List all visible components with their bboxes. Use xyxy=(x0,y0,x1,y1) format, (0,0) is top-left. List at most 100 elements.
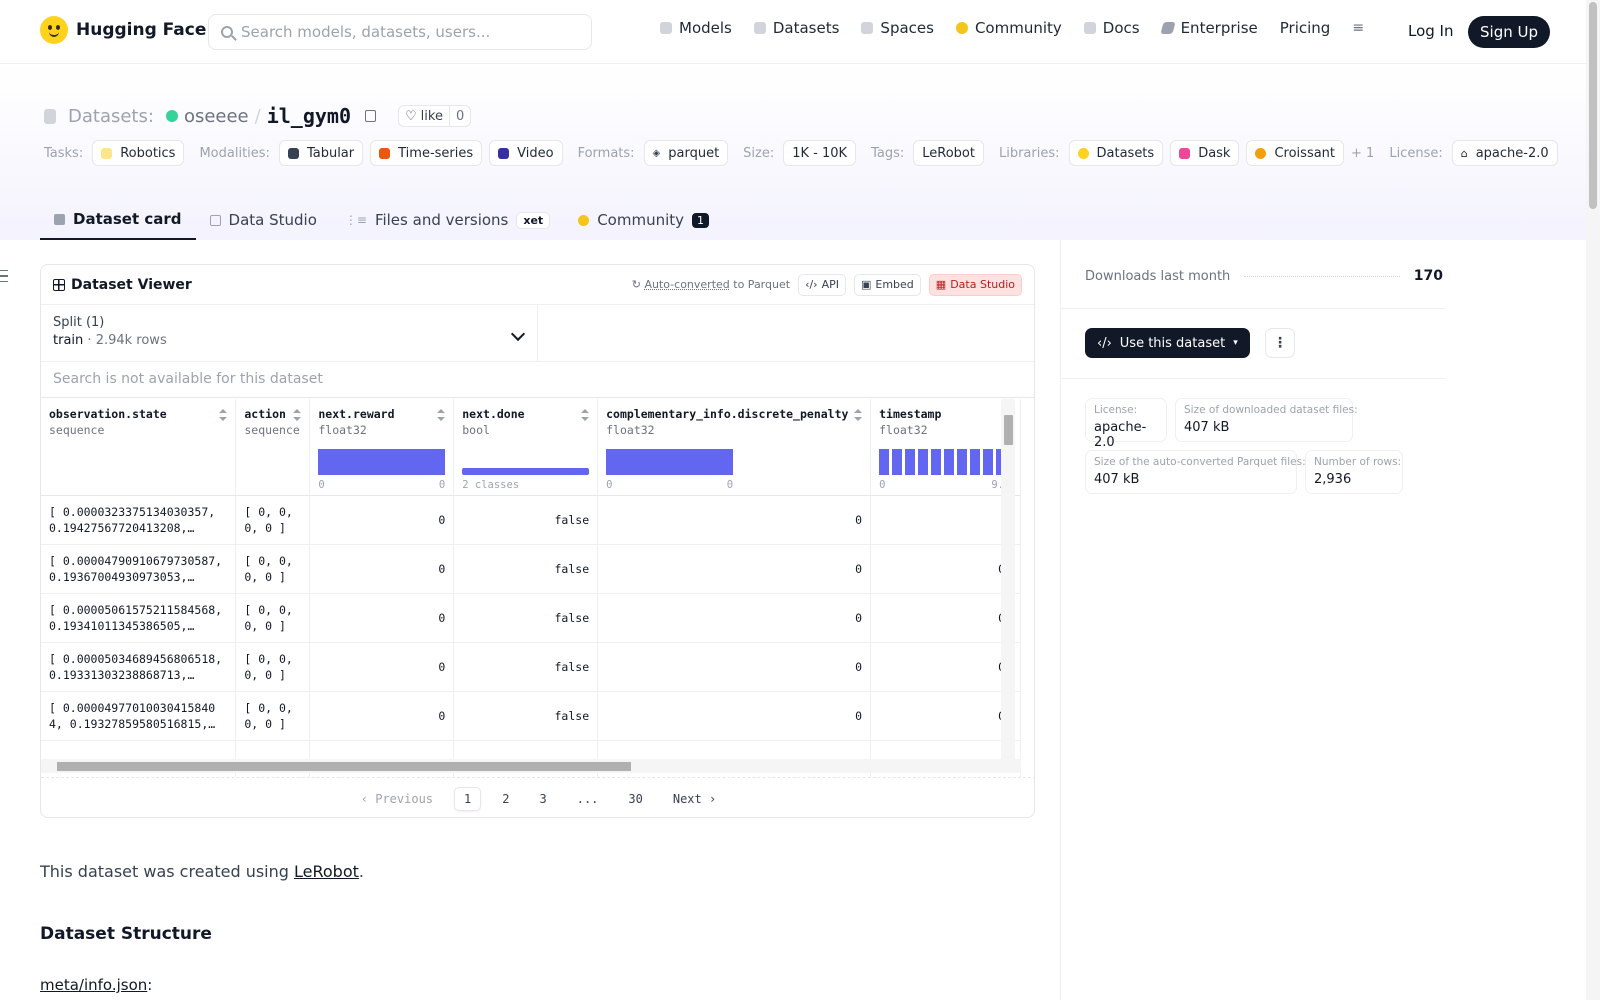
more-libraries[interactable]: + 1 xyxy=(1351,145,1375,161)
brand-logo[interactable]: Hugging Face xyxy=(40,16,206,44)
page-1-button[interactable]: 1 xyxy=(454,786,482,811)
page-3-button[interactable]: 3 xyxy=(539,791,547,806)
embed-button[interactable]: ▣ Embed xyxy=(853,273,921,296)
search-placeholder: Search models, datasets, users... xyxy=(241,23,491,41)
nav-pricing[interactable]: Pricing xyxy=(1279,19,1331,37)
page-scrollbar[interactable] xyxy=(1586,0,1600,1000)
tag-croissant[interactable]: Croissant xyxy=(1246,140,1345,166)
cell-observation-state: [ 0.0000323375134030357, 0.1942756772041… xyxy=(41,495,237,545)
cell-observation-state: [ 0.000050615752115845​68, 0.19341011345… xyxy=(41,593,237,643)
page-30-button[interactable]: 30 xyxy=(628,791,643,806)
nav-docs[interactable]: Docs xyxy=(1083,19,1140,37)
tag-datasets-library[interactable]: Datasets xyxy=(1068,140,1164,166)
repo-name[interactable]: il_gym0 xyxy=(266,104,351,128)
tag-time-series[interactable]: Time-series xyxy=(370,140,483,166)
menu-icon: ≡ xyxy=(1352,20,1365,36)
histogram-bar xyxy=(918,448,929,475)
horizontal-scrollbar[interactable] xyxy=(41,759,1021,773)
modalities-label: Modalities: xyxy=(199,145,270,161)
breadcrumb: Datasets: oseeee / il_gym0 ♡ like 0 xyxy=(44,104,472,128)
page-2-button[interactable]: 2 xyxy=(502,791,510,806)
cell-next-reward: 0 xyxy=(309,495,455,545)
tag-license[interactable]: ⌂ apache-2.0 xyxy=(1451,140,1558,166)
code-icon: ‹/› xyxy=(805,278,818,291)
cell-next-done: false xyxy=(453,691,599,741)
tag-robotics[interactable]: Robotics xyxy=(92,140,185,166)
viewer-title: Dataset Viewer xyxy=(53,277,192,293)
table-row[interactable]: [ 0.000050615752115845​68, 0.19341011345… xyxy=(41,593,1021,643)
search-input[interactable]: Search models, datasets, users... xyxy=(208,14,592,50)
toc-toggle-icon[interactable] xyxy=(0,270,8,282)
table-row[interactable]: [ 0.00005034689456806518, 0.193313032388… xyxy=(41,642,1021,692)
api-button[interactable]: ‹/› API xyxy=(798,273,846,296)
next-page-button[interactable]: Next › xyxy=(672,791,717,806)
meta-info-link[interactable]: meta/info.json xyxy=(40,976,148,994)
split-selector[interactable]: Split (1) train · 2.94k rows xyxy=(41,305,538,361)
like-button[interactable]: ♡ like 0 xyxy=(398,105,472,127)
auto-converted-note[interactable]: ↻ Auto-converted to Parquet xyxy=(631,278,791,291)
cell-discrete-penalty: 0 xyxy=(597,691,872,741)
chart-line-icon xyxy=(379,147,391,159)
tag-video[interactable]: Video xyxy=(489,140,563,166)
community-icon xyxy=(955,22,968,34)
sort-icon[interactable] xyxy=(854,409,863,421)
tab-dataset-card[interactable]: Dataset card xyxy=(40,200,196,240)
use-this-dataset-button[interactable]: ‹/› Use this dataset ▾ xyxy=(1085,328,1250,358)
database-icon xyxy=(753,22,766,34)
table-row[interactable]: [ 0.000047909106797305​87, 0.19367004930… xyxy=(41,544,1021,594)
table-row[interactable]: [ 0.00004977010030415840​4, 0.1932785958… xyxy=(41,691,1021,741)
histogram-bar xyxy=(892,448,903,475)
sort-icon[interactable] xyxy=(219,409,228,421)
nav-community[interactable]: Community xyxy=(955,19,1062,37)
nav-spaces[interactable]: Spaces xyxy=(861,19,934,37)
sort-icon[interactable] xyxy=(437,409,446,421)
breadcrumb-owner[interactable]: oseeee xyxy=(183,105,249,127)
tag-lerobot[interactable]: LeRobot xyxy=(913,140,984,166)
copy-icon[interactable] xyxy=(365,110,376,122)
nav-enterprise[interactable]: Enterprise xyxy=(1159,19,1258,37)
split-row: Split (1) train · 2.94k rows xyxy=(41,305,1034,362)
lerobot-link[interactable]: LeRobot xyxy=(294,862,359,881)
tab-data-studio[interactable]: Data Studio xyxy=(196,200,331,240)
croissant-icon xyxy=(1255,147,1267,159)
tab-files-and-versions[interactable]: ⋮≡ Files and versions xet xyxy=(331,200,564,240)
histogram[interactable] xyxy=(318,448,446,475)
sort-icon[interactable] xyxy=(293,409,302,421)
column-header-action[interactable]: action sequence xyxy=(235,399,311,496)
tag-parquet[interactable]: ◈ parquet xyxy=(643,140,729,166)
column-header-discrete-penalty[interactable]: complementary_info.discrete_penalty float… xyxy=(597,399,872,496)
class-bar xyxy=(462,467,590,475)
tag-size[interactable]: 1K - 10K xyxy=(783,140,857,166)
breadcrumb-section[interactable]: Datasets: xyxy=(68,105,154,127)
previous-page-button[interactable]: ‹ Previous xyxy=(360,791,434,806)
class-distribution-bar[interactable] xyxy=(462,449,590,475)
nav-datasets[interactable]: Datasets xyxy=(753,19,839,37)
histogram[interactable] xyxy=(879,448,1013,475)
more-options-button[interactable]: ⋮ xyxy=(1265,328,1295,358)
nav-models[interactable]: Models xyxy=(660,19,732,37)
data-studio-button[interactable]: ▦ Data Studio xyxy=(928,273,1022,296)
table-row[interactable]: [ 0.0000323375134030357, 0.1942756772041… xyxy=(41,495,1021,545)
scroll-thumb[interactable] xyxy=(57,762,631,771)
sort-icon[interactable] xyxy=(581,409,590,421)
tab-community[interactable]: Community 1 xyxy=(564,200,723,240)
column-header-timestamp[interactable]: timestamp float32 0 9. xyxy=(870,399,1021,496)
table-icon: ▦ xyxy=(935,278,947,291)
histogram-bar xyxy=(983,448,994,475)
tag-tabular[interactable]: Tabular xyxy=(278,140,364,166)
histogram-bar xyxy=(970,448,981,475)
nav-more-menu[interactable]: ≡ xyxy=(1352,20,1364,36)
histogram[interactable] xyxy=(606,448,734,475)
signup-button[interactable]: Sign Up xyxy=(1468,16,1550,48)
tag-dask[interactable]: Dask xyxy=(1170,140,1240,166)
scroll-thumb[interactable] xyxy=(1004,415,1013,445)
column-header-next-done[interactable]: next.done bool 2 classes xyxy=(453,399,599,496)
scroll-thumb[interactable] xyxy=(1589,2,1597,209)
login-link[interactable]: Log In xyxy=(1408,22,1454,40)
column-header-observation-state[interactable]: observation.state sequence xyxy=(41,399,237,496)
tag-row: Tasks: Robotics Modalities: Tabular Time… xyxy=(44,140,1558,166)
hugging-face-icon xyxy=(1077,147,1089,159)
vertical-scrollbar[interactable] xyxy=(1001,399,1015,759)
pagination: ‹ Previous 1 2 3 ... 30 Next › xyxy=(41,777,1034,817)
